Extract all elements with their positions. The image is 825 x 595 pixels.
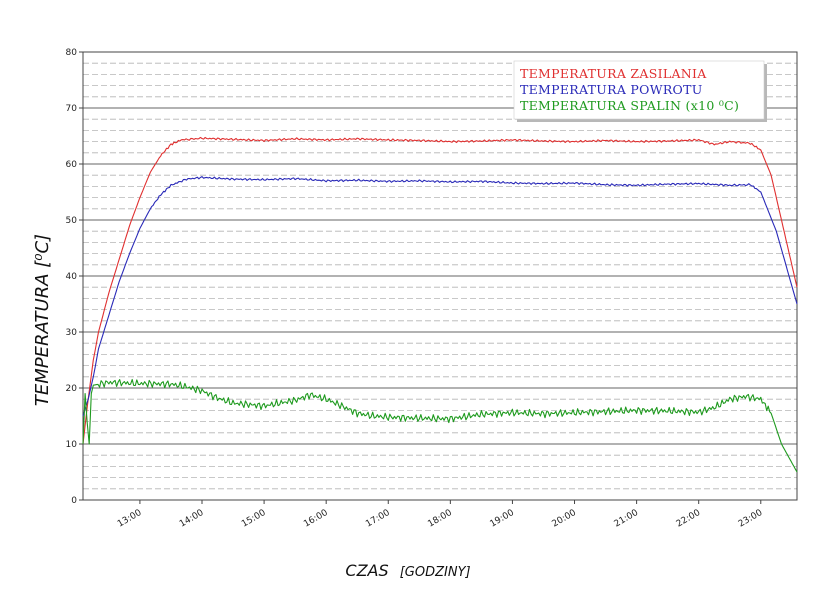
x-tick-label: 19:00 [488, 508, 516, 530]
x-tick-label: 21:00 [613, 508, 641, 530]
y-tick-label: 0 [71, 496, 77, 506]
x-tick-label: 16:00 [302, 508, 330, 530]
x-tick-label: 14:00 [178, 508, 206, 530]
y-tick-label: 50 [66, 216, 78, 226]
legend-box [513, 60, 765, 120]
y-tick-label: 80 [66, 48, 78, 58]
series-line [82, 378, 798, 473]
y-tick-label: 30 [66, 328, 78, 338]
y-tick-label: 60 [66, 160, 78, 170]
legend-entry: TEMPERATURA ZASILANIA [520, 66, 707, 81]
y-tick-label: 20 [66, 384, 78, 394]
series-line [82, 176, 798, 417]
y-axis-title: TEMPERATURA [⁰C] [32, 234, 53, 406]
x-tick-label: 22:00 [675, 508, 703, 530]
grid-layer [83, 51, 797, 501]
y-axis-ticks: 0 10 20 30 40 50 60 70 80 [66, 48, 83, 506]
x-axis-ticks: 13:00 14:00 15:00 16:00 17:00 18:00 19:00 20:00… [116, 500, 765, 530]
x-axis-title-unit: [GODZINY] [400, 565, 471, 580]
series-layer [82, 136, 798, 473]
x-tick-label: 13:00 [116, 508, 144, 530]
x-tick-label: 15:00 [240, 508, 268, 530]
y-tick-label: 10 [66, 440, 78, 450]
x-axis-title: CZAS [GODZINY] [345, 561, 470, 580]
x-tick-label: 18:00 [426, 508, 454, 530]
x-tick-label: 23:00 [737, 508, 765, 530]
y-tick-label: 40 [66, 272, 78, 282]
y-tick-label: 70 [66, 104, 78, 114]
legend-entry: TEMPERATURA POWROTU [520, 82, 703, 97]
legend-entry: TEMPERATURA SPALIN (x10 ⁰C) [520, 98, 739, 113]
series-line [82, 136, 798, 445]
x-axis-title-main: CZAS [345, 561, 388, 580]
x-tick-label: 17:00 [364, 508, 392, 530]
x-tick-label: 20:00 [551, 508, 579, 530]
